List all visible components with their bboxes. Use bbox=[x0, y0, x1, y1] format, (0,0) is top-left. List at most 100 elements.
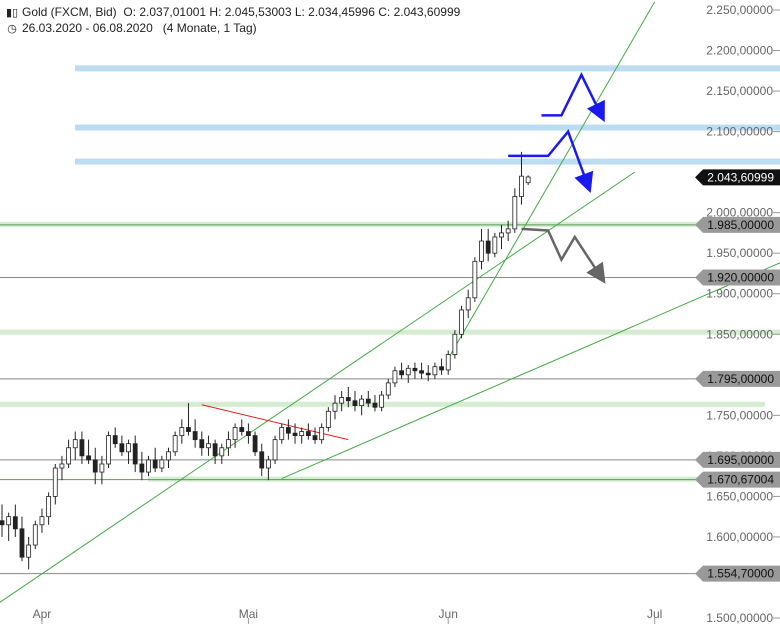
resistance-zone-2 bbox=[75, 158, 780, 165]
candle-body bbox=[172, 435, 178, 453]
candle bbox=[492, 232, 498, 258]
candle bbox=[92, 447, 98, 485]
y-tick-label: 2.000,00000 bbox=[706, 206, 773, 220]
candle-body bbox=[385, 382, 391, 396]
candle bbox=[285, 419, 291, 440]
candle-body bbox=[199, 439, 205, 449]
candle bbox=[265, 455, 271, 481]
candle-body bbox=[219, 447, 225, 457]
candle bbox=[272, 435, 278, 464]
price-tag: 2.043,60999 bbox=[695, 169, 780, 186]
candle-body bbox=[186, 427, 191, 432]
x-tick-label: Jul bbox=[647, 607, 662, 621]
price-tag-shape bbox=[695, 565, 780, 582]
candle bbox=[439, 358, 444, 375]
x-tick-label: Mai bbox=[239, 607, 258, 621]
x-tick-label: Jun bbox=[439, 607, 458, 621]
y-tick-label: 2.150,00000 bbox=[706, 84, 773, 98]
candle-body bbox=[252, 435, 258, 453]
candle bbox=[119, 435, 125, 456]
candle bbox=[525, 175, 531, 186]
candle-body bbox=[26, 544, 32, 558]
candle-body bbox=[232, 427, 238, 441]
candle-body bbox=[345, 397, 351, 402]
candle bbox=[305, 423, 311, 440]
trend-line-0 bbox=[0, 171, 635, 603]
candle-body bbox=[319, 427, 325, 441]
candle bbox=[405, 365, 411, 383]
candle bbox=[186, 403, 191, 436]
candle bbox=[179, 419, 185, 444]
candle-body bbox=[352, 400, 358, 407]
candle bbox=[345, 386, 351, 408]
y-tick-label: 1.750,00000 bbox=[706, 408, 773, 422]
candle-body bbox=[246, 431, 251, 436]
candle bbox=[319, 423, 325, 444]
price-tag-label: 1.695,00000 bbox=[707, 453, 774, 467]
y-tick-label: 1.600,00000 bbox=[706, 530, 773, 544]
candle bbox=[465, 289, 471, 319]
price-tag-label: 2.043,60999 bbox=[707, 170, 774, 184]
candle-body bbox=[499, 232, 504, 238]
candle bbox=[459, 305, 464, 339]
candle-body bbox=[392, 370, 398, 384]
candle bbox=[159, 455, 165, 473]
date-range: 26.03.2020 - 06.08.2020 bbox=[22, 21, 153, 35]
support-zone-1 bbox=[0, 329, 780, 335]
candle bbox=[239, 419, 245, 436]
candle-body bbox=[459, 309, 464, 335]
candle bbox=[359, 395, 365, 416]
candle-body bbox=[412, 367, 418, 372]
period-label: (4 Monate, 1 Tag) bbox=[162, 21, 257, 35]
candle-body bbox=[419, 370, 424, 374]
candle-body bbox=[132, 443, 138, 465]
candle-body bbox=[292, 432, 298, 436]
candle-body bbox=[372, 402, 378, 408]
candle bbox=[339, 391, 345, 412]
candle bbox=[232, 423, 238, 448]
candle bbox=[19, 516, 25, 562]
candle bbox=[59, 455, 65, 481]
y-tick-label: 1.650,00000 bbox=[706, 489, 773, 503]
candle bbox=[485, 228, 491, 262]
candle bbox=[66, 439, 71, 469]
candle bbox=[6, 512, 12, 541]
price-tag-shape bbox=[695, 216, 780, 233]
candle bbox=[399, 362, 405, 379]
candle-body bbox=[192, 431, 198, 441]
candle bbox=[52, 463, 58, 505]
candle bbox=[0, 504, 5, 537]
candle-body bbox=[332, 402, 338, 412]
candle-body bbox=[285, 427, 291, 434]
candle-body bbox=[106, 435, 111, 465]
candle-body bbox=[399, 370, 405, 376]
candle-body bbox=[79, 439, 85, 457]
candle bbox=[499, 224, 504, 250]
candle-body bbox=[485, 240, 491, 254]
candle-body bbox=[505, 228, 511, 234]
price-tag-label: 1.554,70000 bbox=[707, 567, 774, 581]
candle bbox=[86, 439, 91, 464]
candle-body bbox=[99, 463, 105, 473]
candle bbox=[325, 407, 331, 432]
candle-body bbox=[6, 516, 12, 526]
candle-body bbox=[112, 435, 118, 445]
candle bbox=[432, 362, 438, 379]
candle-body bbox=[272, 439, 278, 461]
candle-body bbox=[119, 443, 125, 453]
price-tag-label: 1.985,00000 bbox=[707, 218, 774, 232]
y-tick-label: 1.500,00000 bbox=[706, 611, 773, 624]
price-tag: 1.985,00000 bbox=[695, 216, 780, 233]
candle-body bbox=[166, 451, 171, 461]
candlestick-icon: ▮▯ bbox=[6, 7, 19, 19]
candle-body bbox=[52, 467, 58, 497]
projection-path-1 bbox=[541, 72, 605, 123]
candle-body bbox=[152, 459, 158, 469]
candle-body bbox=[46, 495, 52, 518]
candle-body bbox=[305, 431, 311, 436]
candle bbox=[152, 447, 158, 473]
candle-body bbox=[519, 175, 524, 197]
y-tick-label: 2.200,00000 bbox=[706, 44, 773, 58]
